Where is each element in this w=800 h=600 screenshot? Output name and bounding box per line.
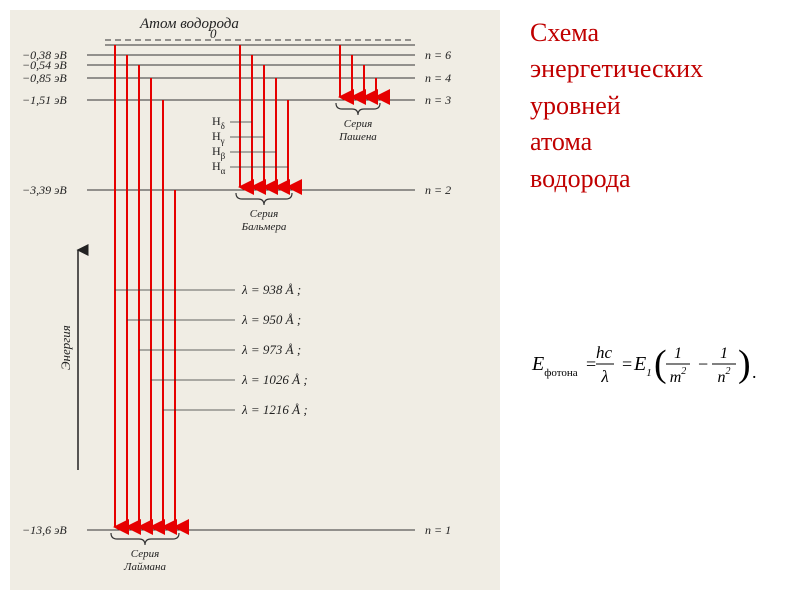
rparen: ) [738,343,751,385]
svg-text:n = 2: n = 2 [425,183,451,197]
svg-text:−0,54 эВ: −0,54 эВ [22,58,67,72]
svg-text:Энергия: Энергия [58,325,73,370]
svg-text:Серия: Серия [344,118,372,130]
svg-text:0: 0 [210,26,217,41]
svg-text:Hα: Hα [212,159,226,176]
pf2d: n2 [718,366,731,386]
svg-text:n = 4: n = 4 [425,71,451,85]
pf1n: 1 [674,345,682,362]
frac1-num: hc [596,343,613,362]
svg-text:−0,85 эВ: −0,85 эВ [22,71,67,85]
pf1d: m2 [670,366,687,386]
formula: Eфотона = hc λ = E1 ( 1 m2 − 1 n2 ) . [530,330,770,400]
svg-text:−3,39 эВ: −3,39 эВ [22,183,67,197]
svg-text:n = 6: n = 6 [425,48,451,62]
title-line: энергетических [530,51,780,87]
svg-text:Серия: Серия [131,548,159,560]
formula-svg: Eфотона = hc λ = E1 ( 1 m2 − 1 n2 ) . [530,330,770,400]
lparen: ( [654,343,667,385]
svg-text:n = 3: n = 3 [425,93,451,107]
title-line: водорода [530,161,780,197]
formula-eq: = [586,354,596,374]
rhs-coef: E1 [633,353,652,379]
svg-text:λ = 973 Å ;: λ = 973 Å ; [241,342,301,357]
svg-text:n = 1: n = 1 [425,523,451,537]
pf2n: 1 [720,345,728,362]
formula-eq2: = [622,354,632,374]
svg-text:λ = 1216 Å ;: λ = 1216 Å ; [241,402,308,417]
svg-text:λ = 950 Å ;: λ = 950 Å ; [241,312,301,327]
svg-text:Атом водорода: Атом водорода [139,16,239,32]
svg-text:Пашена: Пашена [338,131,377,143]
title-line: уровней [530,88,780,124]
svg-text:λ = 938 Å ;: λ = 938 Å ; [241,282,301,297]
title-text: Схема энергетических уровней атома водор… [530,15,780,197]
title-line: Схема [530,15,780,51]
title-line: атома [530,124,780,160]
svg-text:Серия: Серия [250,208,278,220]
minus: − [698,354,708,374]
svg-text:−1,51 эВ: −1,51 эВ [22,93,67,107]
diagram-panel: Атом водорода0−0,38 эВn = 6−0,54 эВ−0,85… [10,10,500,590]
svg-text:−13,6 эВ: −13,6 эВ [22,523,67,537]
formula-lhs: Eфотона [531,353,578,379]
svg-text:λ = 1026 Å ;: λ = 1026 Å ; [241,372,308,387]
frac1-den: λ [600,367,608,386]
energy-diagram-svg: Атом водорода0−0,38 эВn = 6−0,54 эВ−0,85… [10,10,500,590]
svg-text:Лаймана: Лаймана [123,561,166,573]
svg-text:Бальмера: Бальмера [241,221,287,233]
tail: . [752,362,757,382]
